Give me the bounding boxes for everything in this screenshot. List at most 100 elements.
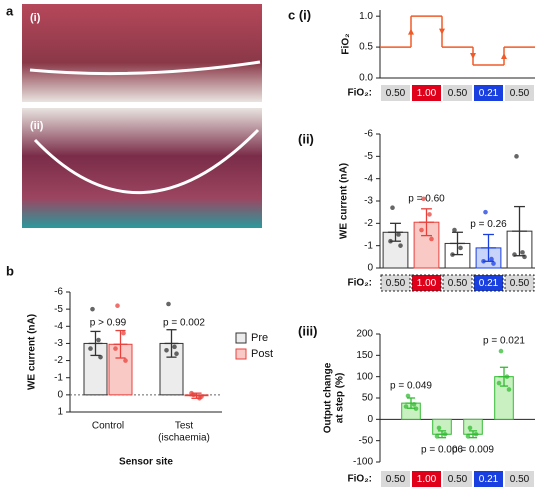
data-point [452,227,457,233]
panel-label: (iii) [298,323,318,338]
data-point [113,346,118,351]
y-axis-label: FiO₂ [341,33,352,54]
fio2-label: 0.50 [510,474,530,485]
y-tick-label: -5 [54,304,63,315]
data-point [429,236,434,242]
y-tick-label: -4 [54,321,63,332]
data-point [172,344,177,350]
data-point [522,254,527,260]
data-point [473,431,479,437]
photo-i [22,4,262,102]
data-point [496,380,502,386]
annotation: p = 0.009 [452,444,494,455]
data-point [396,232,401,237]
data-point [419,227,424,233]
data-point [434,434,440,439]
panel-label: c (i) [288,7,311,22]
data-point [491,261,496,266]
data-point [88,346,93,351]
data-point [481,259,486,264]
data-point [421,196,426,202]
data-point [174,351,179,357]
y-tick-label: 1 [57,407,63,418]
data-point [514,154,519,159]
data-point [442,431,448,437]
fio2-label: 1.00 [417,278,437,289]
fio2-box [505,85,534,101]
y-tick-label: -2 [54,355,63,366]
y-tick-label: -2 [364,218,373,229]
fio2-box [380,274,411,292]
y-axis-label: at step (%) [335,373,346,424]
y-tick-label: 0.0 [359,73,373,84]
data-point [483,209,488,215]
sensor-wire [29,60,261,76]
fio2-box [443,85,472,101]
y-tick-label: 0 [367,263,373,274]
data-point [512,252,517,257]
step-arrow [439,28,445,35]
data-point [427,212,432,217]
fio2-label: 0.50 [386,88,406,99]
data-point [506,387,512,392]
y-tick-label: 150 [356,350,373,361]
data-point [467,425,473,431]
y-tick-label: 100 [356,371,373,382]
step-arrow [408,28,414,35]
data-point [189,390,194,396]
y-tick-label: 50 [362,393,374,404]
data-point [115,303,120,309]
data-point [98,354,103,360]
x-tick-label: Control [92,421,124,432]
annotation: p = 0.049 [390,381,432,392]
fio2-box [474,471,503,487]
data-point [411,402,417,407]
fio2-label: 1.00 [417,88,437,99]
annotation: p = 0.26 [470,219,507,230]
y-tick-label: -3 [364,196,373,207]
fio2-box [381,471,410,487]
y-tick-label: -6 [364,129,373,140]
y-tick-label: 0.5 [359,42,373,53]
annotation: p = 0.002 [163,317,205,328]
row-label: FiO₂: [348,88,372,99]
y-tick-label: -1 [364,240,373,251]
annotation: p = 0.021 [483,336,525,347]
step-arrow [470,53,476,60]
data-point [405,393,411,399]
fio2-label: 0.21 [479,278,499,289]
fio2-box [505,471,534,487]
data-point [390,205,395,210]
fio2-label: 0.50 [448,474,468,485]
y-axis-label: WE current (nA) [339,163,350,239]
y-axis-label: WE current (nA) [27,314,38,390]
data-point [388,238,393,244]
x-tick-label: Test [175,421,194,432]
panel-label: (ii) [30,120,44,132]
row-label: FiO₂: [348,474,372,485]
y-tick-label: -1 [54,372,63,383]
y-tick-label: -50 [359,435,374,446]
y-axis-label: Output change [323,362,334,433]
fio2-label: 0.21 [479,88,499,99]
data-point [465,434,471,439]
data-point [458,245,463,251]
data-point [90,306,95,312]
panel-label: (ii) [298,131,314,146]
fio2-box [473,274,504,292]
legend-label: Pre [251,332,268,344]
annotation: p = 0.006 [421,444,463,455]
legend-swatch [235,348,247,360]
fio2-label: 0.50 [510,88,530,99]
data-point [121,330,126,336]
data-point [450,252,455,257]
y-tick-label: 0 [57,389,63,400]
y-tick-label: -100 [353,457,373,468]
y-tick-label: 1.0 [359,11,373,22]
fio2-box [443,471,472,487]
annotation: p = 0.60 [408,193,445,204]
y-tick-label: 200 [356,329,373,340]
data-point [436,425,442,431]
row-label: FiO₂: [348,278,372,289]
